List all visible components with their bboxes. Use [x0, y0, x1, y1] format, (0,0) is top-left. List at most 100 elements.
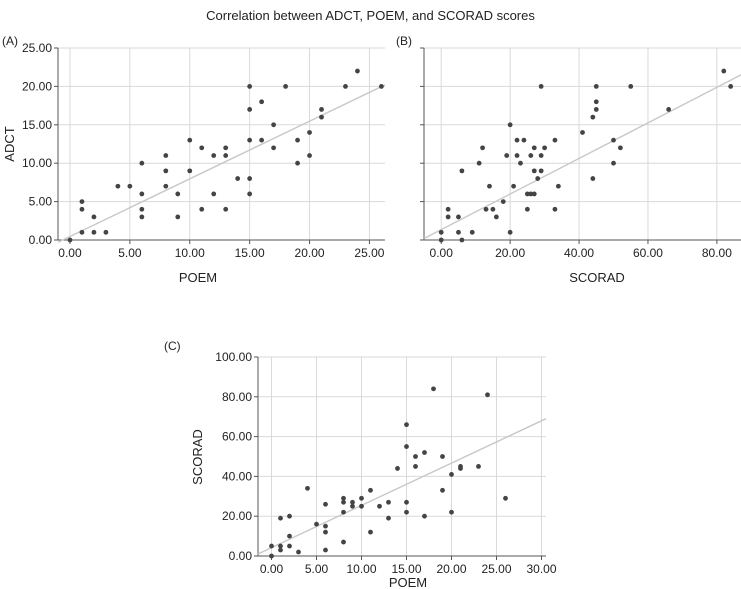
- x-tick-label: 20.00: [295, 246, 325, 260]
- data-point: [307, 130, 312, 135]
- data-point: [386, 515, 391, 521]
- data-point: [535, 176, 541, 181]
- data-point: [590, 114, 596, 120]
- data-point: [666, 107, 672, 112]
- y-tick-label: 20.00: [222, 509, 252, 523]
- data-point: [456, 229, 461, 235]
- y-tick-label: 0.00: [29, 233, 53, 247]
- data-point: [323, 547, 328, 553]
- data-point: [404, 422, 409, 428]
- x-tick-label: 20.00: [495, 246, 525, 260]
- data-point: [445, 214, 451, 220]
- data-point: [355, 68, 360, 74]
- x-tick-label: 0.00: [260, 562, 284, 576]
- y-tick-label: 80.00: [222, 390, 252, 404]
- data-point: [211, 153, 217, 158]
- data-point: [139, 206, 145, 212]
- data-point: [319, 114, 324, 120]
- data-point: [211, 191, 217, 197]
- y-tick-label: 5.00: [29, 195, 53, 209]
- data-point: [139, 214, 145, 220]
- data-point: [271, 122, 277, 128]
- fit-line: [257, 418, 547, 555]
- data-point: [271, 145, 277, 151]
- fit-line: [57, 84, 386, 243]
- data-point: [139, 191, 145, 197]
- data-point: [593, 84, 599, 89]
- data-point: [199, 206, 205, 212]
- data-point: [503, 495, 508, 501]
- data-point: [295, 137, 300, 143]
- data-point: [459, 237, 465, 243]
- data-point: [590, 176, 596, 181]
- data-point: [404, 499, 409, 505]
- data-point: [445, 206, 451, 212]
- y-tick-label: 25.00: [22, 41, 52, 55]
- data-point: [493, 214, 499, 220]
- data-point: [341, 499, 346, 505]
- y-tick-label: 60.00: [222, 430, 252, 444]
- data-point: [350, 499, 355, 505]
- data-point: [259, 99, 265, 105]
- data-point: [269, 543, 274, 549]
- x-tick-label: 30.00: [526, 562, 556, 576]
- data-point: [456, 214, 461, 220]
- data-point: [359, 495, 364, 501]
- y-tick-label: 15.00: [22, 118, 52, 132]
- data-point: [538, 84, 544, 89]
- data-point: [542, 145, 547, 151]
- data-point: [593, 107, 599, 112]
- data-point: [721, 68, 727, 74]
- data-point: [79, 199, 85, 205]
- data-point: [287, 513, 292, 519]
- x-tick-label: 10.00: [346, 562, 376, 576]
- data-point: [490, 206, 496, 212]
- data-point: [341, 495, 346, 501]
- data-point: [552, 206, 558, 212]
- panel-0: 0.00 5.00 10.00 15.00 20.00 25.00 0.00 5.00 10.0…: [2, 34, 386, 285]
- panel-1: 0.00 20.00 40.00 60.00 80.00 (B) SCORAD: [396, 34, 741, 285]
- data-point: [438, 229, 444, 235]
- data-point: [728, 84, 734, 89]
- x-axis-label: POEM: [179, 270, 217, 285]
- data-point: [199, 145, 205, 151]
- data-point: [480, 145, 485, 151]
- data-point: [115, 183, 121, 189]
- x-tick-label: 60.00: [633, 246, 663, 260]
- data-point: [278, 543, 283, 549]
- data-point: [368, 529, 373, 535]
- data-point: [531, 168, 537, 174]
- data-point: [386, 499, 391, 505]
- data-point: [524, 191, 530, 197]
- data-point: [611, 160, 616, 166]
- data-point: [295, 160, 300, 166]
- data-point: [247, 84, 253, 89]
- data-point: [524, 206, 530, 212]
- data-point: [618, 145, 623, 151]
- data-point: [296, 549, 301, 555]
- data-point: [139, 160, 145, 166]
- data-point: [163, 168, 169, 174]
- data-point: [504, 153, 510, 158]
- data-point: [359, 503, 364, 509]
- data-point: [485, 392, 490, 398]
- data-point: [235, 176, 241, 181]
- x-tick-label: 40.00: [564, 246, 594, 260]
- data-point: [79, 229, 85, 235]
- data-point: [528, 153, 534, 158]
- data-point: [422, 450, 427, 455]
- data-point: [507, 122, 513, 128]
- x-axis-label: POEM: [389, 575, 427, 589]
- data-point: [379, 84, 384, 89]
- data-point: [449, 472, 454, 477]
- data-point: [350, 503, 355, 509]
- data-point: [552, 137, 558, 143]
- data-point: [91, 214, 97, 220]
- data-point: [404, 444, 409, 449]
- x-tick-label: 15.00: [235, 246, 265, 260]
- x-tick-label: 10.00: [175, 246, 205, 260]
- data-point: [269, 553, 274, 559]
- data-point: [305, 485, 310, 491]
- data-point: [341, 539, 346, 545]
